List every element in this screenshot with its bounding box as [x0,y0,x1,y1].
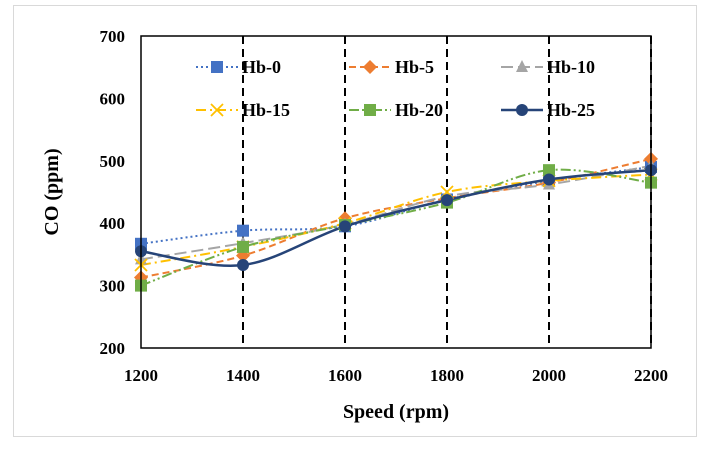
legend-label-hb-0: Hb-0 [242,57,281,77]
x-axis-title: Speed (rpm) [343,401,449,423]
series-line-hb-10 [140,164,652,261]
legend-label-hb-25: Hb-25 [547,100,595,120]
x-tick-label: 1400 [226,366,260,385]
y-axis-title: CO (ppm) [41,148,63,235]
legend-entry-hb-20: Hb-20 [349,100,443,120]
x-tick-label: 1800 [430,366,464,385]
data-point-hb-0 [237,224,249,237]
legend-marker-hb-25 [516,104,528,116]
tick-layer: 200 300 400 500 600 700 1200 1400 1600 1800 2000 22… [100,27,669,385]
y-tick-label: 700 [100,27,126,46]
series-line-hb-20 [140,168,652,287]
series-line-hb-25 [140,168,652,267]
legend-marker-hb-0 [211,61,223,73]
data-point-hb-25 [339,220,351,233]
x-tick-label: 1200 [124,366,158,385]
x-tick-label: 1600 [328,366,362,385]
legend-label-hb-15: Hb-15 [242,100,290,120]
y-tick-label: 600 [100,89,126,108]
legend-label-hb-10: Hb-10 [547,57,595,77]
legend-entry-hb-10: Hb-10 [501,57,595,77]
data-point-hb-25 [543,173,555,186]
series-line-hb-15 [140,173,652,266]
y-tick-label: 300 [100,277,126,296]
legend-marker-hb-5 [363,60,377,74]
series-layer [140,157,652,287]
data-point-hb-20 [237,240,249,253]
legend-label-hb-5: Hb-5 [395,57,434,77]
y-tick-label: 500 [100,152,126,171]
legend-entry-hb-5: Hb-5 [349,57,434,77]
data-point-hb-25 [441,194,453,207]
legend-entry-hb-25: Hb-25 [501,100,595,120]
plot-area [140,35,652,349]
legend-label-hb-20: Hb-20 [395,100,443,120]
legend-marker-hb-15 [210,103,224,117]
legend-entry-hb-0: Hb-0 [196,57,281,77]
chart-frame [13,5,697,437]
data-point-hb-25 [237,259,249,272]
legend-marker-hb-20 [364,104,376,116]
legend-marker-hb-10 [516,60,528,72]
x-tick-label: 2200 [634,366,668,385]
legend: Hb-0 Hb-5 Hb-10 Hb-15 Hb-20 Hb-25 [196,57,595,120]
legend-entry-hb-15: Hb-15 [196,100,290,120]
x-tick-label: 2000 [532,366,566,385]
data-point-hb-20 [543,164,555,177]
y-tick-label: 400 [100,214,126,233]
y-tick-label: 200 [100,339,126,358]
marker-layer [134,151,658,292]
